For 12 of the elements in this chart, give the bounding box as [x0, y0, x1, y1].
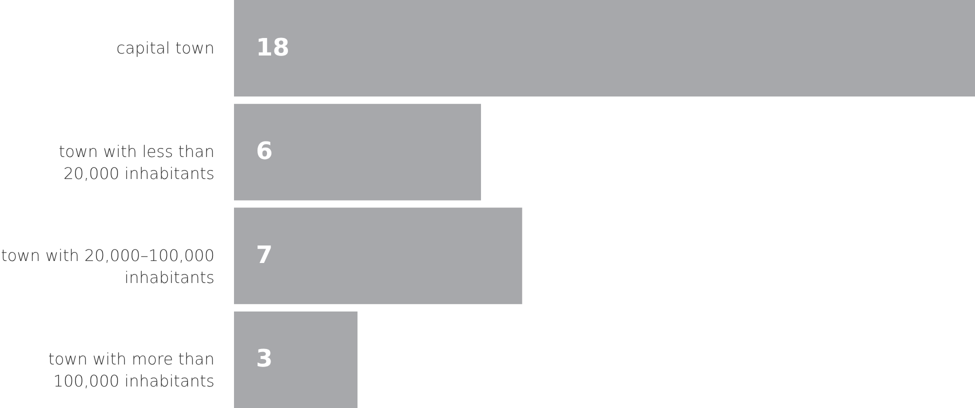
bar — [234, 311, 358, 408]
bar — [234, 0, 975, 97]
data-label: 18 — [256, 33, 290, 62]
y-tick-label: town with more than 100,000 inhabitants — [48, 350, 214, 391]
y-tick-label: town with less than 20,000 inhabitants — [58, 142, 214, 184]
y-tick-label: capital town — [116, 38, 214, 58]
bar — [234, 208, 522, 304]
y-tick-label: town with 20,000–100,000 inhabitants — [0, 246, 214, 287]
bar — [234, 104, 481, 200]
data-label: 7 — [256, 240, 273, 269]
data-label: 6 — [256, 137, 273, 166]
data-label: 3 — [256, 344, 273, 373]
